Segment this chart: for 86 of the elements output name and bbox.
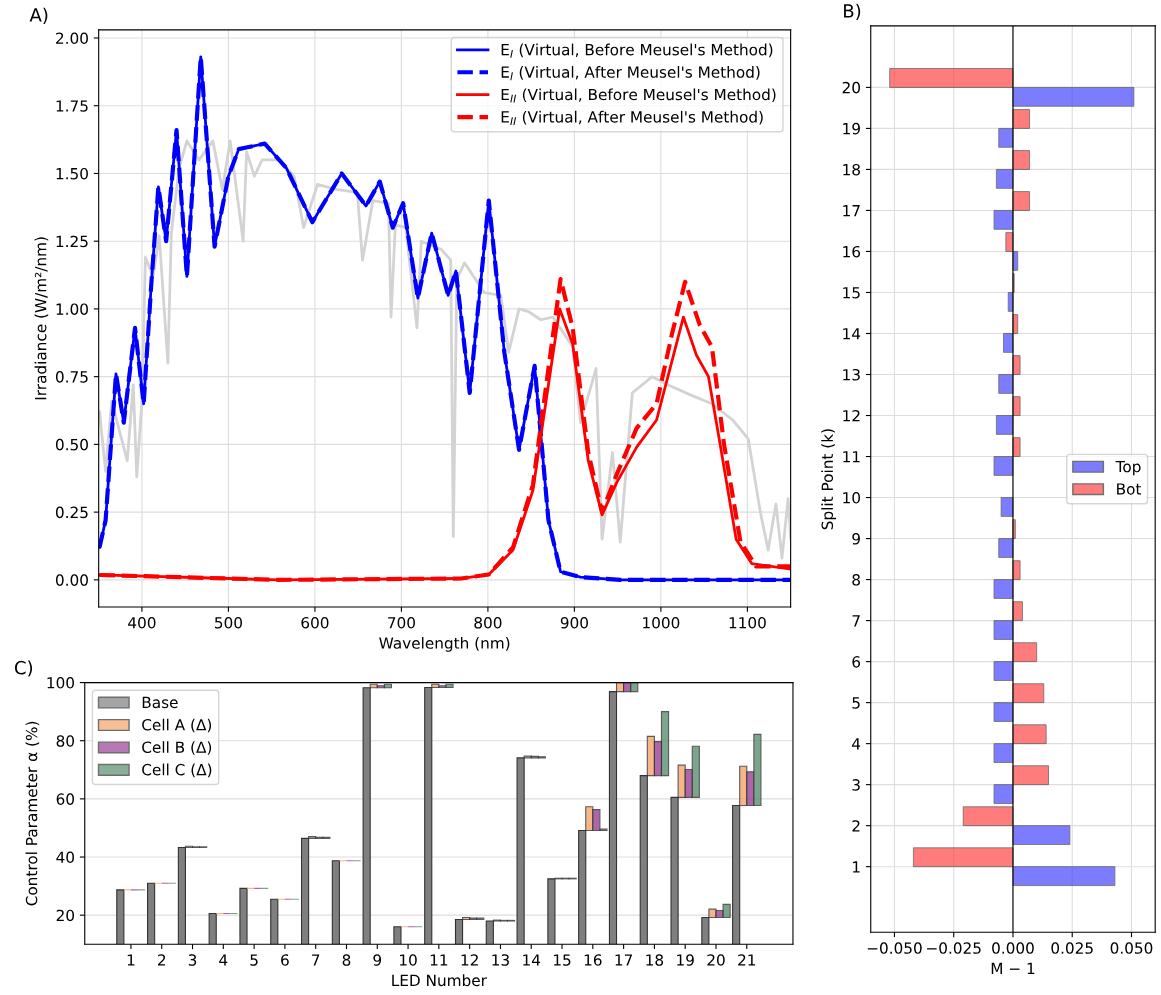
x-axis-title: M − 1 <box>991 962 1035 974</box>
x-tick-label: 9 <box>373 954 382 966</box>
legend-label: Cell B (Δ) <box>142 741 212 755</box>
legend-label: E$_{I}$ (Virtual, After Meusel's Method) <box>501 66 760 81</box>
y-tick-label: 6 <box>852 656 861 668</box>
legend-label: Top <box>1115 460 1141 476</box>
x-tick-label: 17 <box>615 954 633 966</box>
y-tick-label: 15 <box>843 287 860 299</box>
y-tick-label: 0.75 <box>55 371 88 383</box>
legend-label: Cell A (Δ) <box>142 718 212 733</box>
legend-label: Cell C (Δ) <box>142 763 212 778</box>
y-tick-label: 17 <box>843 205 860 217</box>
y-tick-label: 4 <box>852 738 861 750</box>
legend-label: E$_{II}$ (Virtual, After Meusel's Method) <box>501 110 763 125</box>
y-tick-label: 20 <box>56 909 75 922</box>
x-tick-label: 400 <box>128 616 156 629</box>
y-tick-label: 0.50 <box>55 438 88 451</box>
x-tick-label: 0.025 <box>1051 942 1093 954</box>
chart-title: B) <box>844 3 861 20</box>
x-tick-label: 15 <box>553 954 571 966</box>
chart-title: C) <box>14 660 33 677</box>
y-tick-label: 14 <box>843 328 861 340</box>
y-tick-label: 18 <box>843 163 860 176</box>
x-tick-label: 16 <box>584 954 602 966</box>
x-tick-label: 11 <box>430 954 448 966</box>
y-tick-label: 13 <box>843 368 860 381</box>
x-tick-label: 6 <box>281 954 289 966</box>
y-tick-label: 10 <box>843 492 861 504</box>
legend-label: E$_{II}$ (Virtual, Before Meusel's Method) <box>501 88 776 103</box>
y-tick-label: 11 <box>843 451 860 463</box>
x-tick-label: 10 <box>400 954 417 966</box>
x-axis-title: Wavelength (nm) <box>379 637 510 652</box>
y-tick-label: 16 <box>843 245 861 258</box>
y-tick-label: 1 <box>852 861 860 873</box>
x-tick-label: 500 <box>215 616 242 629</box>
x-tick-label: 1100 <box>729 616 766 629</box>
y-tick-label: 12 <box>843 409 860 422</box>
x-tick-label: 0.050 <box>1110 942 1153 954</box>
y-tick-label: 2.00 <box>56 32 88 44</box>
x-tick-label: 18 <box>646 954 664 966</box>
x-tick-label: 13 <box>492 954 509 966</box>
y-axis-title: Split Point (k) <box>821 429 837 530</box>
x-tick-label: 700 <box>388 616 415 629</box>
y-tick-label: 1.75 <box>56 100 88 112</box>
x-tick-label: 7 <box>312 954 320 966</box>
y-tick-label: 1.50 <box>56 167 88 180</box>
y-axis-title: Irradiance (W/m²/nm) <box>34 237 49 400</box>
x-tick-label: −0.025 <box>927 942 981 954</box>
x-tick-label: 1000 <box>643 616 680 629</box>
y-tick-label: 3 <box>852 779 860 791</box>
y-tick-label: 2 <box>852 820 860 832</box>
x-tick-label: 0.000 <box>992 942 1034 954</box>
x-tick-label: 8 <box>342 954 351 966</box>
x-tick-label: 600 <box>301 616 329 629</box>
y-tick-label: 19 <box>843 122 860 135</box>
y-tick-label: 1.00 <box>56 303 88 315</box>
y-tick-label: 9 <box>852 533 860 545</box>
legend-label: Base <box>142 696 178 709</box>
x-tick-label: 5 <box>250 954 258 966</box>
x-tick-label: 900 <box>560 616 588 629</box>
y-axis-title: Control Parameter α (%) <box>25 721 40 906</box>
legend-label: E$_{I}$ (Virtual, Before Meusel's Method) <box>501 43 773 58</box>
x-tick-label: 21 <box>738 954 756 966</box>
x-tick-label: 14 <box>523 954 541 966</box>
y-tick-label: 0.00 <box>55 574 88 586</box>
x-tick-label: −0.050 <box>867 942 922 954</box>
y-tick-label: 8 <box>852 574 860 586</box>
y-tick-label: 5 <box>852 697 860 709</box>
y-tick-label: 20 <box>842 81 861 94</box>
y-tick-label: 80 <box>56 735 75 747</box>
y-tick-label: 60 <box>56 793 75 805</box>
x-tick-label: 4 <box>219 954 228 966</box>
x-tick-label: 800 <box>474 616 502 629</box>
x-tick-label: 12 <box>461 954 478 966</box>
x-tick-label: 19 <box>677 954 694 966</box>
y-tick-label: 40 <box>56 851 75 864</box>
y-tick-label: 100 <box>47 677 75 689</box>
y-tick-label: 0.25 <box>55 506 88 519</box>
x-axis-title: LED Number <box>392 974 487 987</box>
chart-title: A) <box>29 7 48 24</box>
y-tick-label: 1.25 <box>56 235 88 248</box>
x-tick-label: 3 <box>188 954 197 966</box>
legend-label: Bot <box>1117 483 1142 495</box>
x-tick-label: 1 <box>127 954 135 966</box>
x-tick-label: 20 <box>707 954 725 966</box>
x-tick-label: 2 <box>157 954 166 966</box>
